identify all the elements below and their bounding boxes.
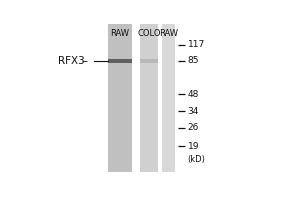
Bar bbox=[140, 59, 158, 63]
Bar bbox=[108, 24, 132, 172]
Text: 117: 117 bbox=[188, 40, 205, 49]
Text: 85: 85 bbox=[188, 56, 199, 65]
Text: 34: 34 bbox=[188, 107, 199, 116]
Text: --: -- bbox=[82, 56, 89, 66]
Text: RAW: RAW bbox=[110, 29, 130, 38]
Text: COLO: COLO bbox=[137, 29, 161, 38]
Text: (kD): (kD) bbox=[188, 155, 205, 164]
Bar bbox=[163, 24, 175, 172]
Text: RAW: RAW bbox=[159, 29, 178, 38]
Bar bbox=[140, 24, 158, 172]
Text: 19: 19 bbox=[188, 142, 199, 151]
Text: 26: 26 bbox=[188, 123, 199, 132]
Text: 48: 48 bbox=[188, 90, 199, 99]
Bar bbox=[108, 59, 132, 63]
Text: RFX3: RFX3 bbox=[58, 56, 85, 66]
